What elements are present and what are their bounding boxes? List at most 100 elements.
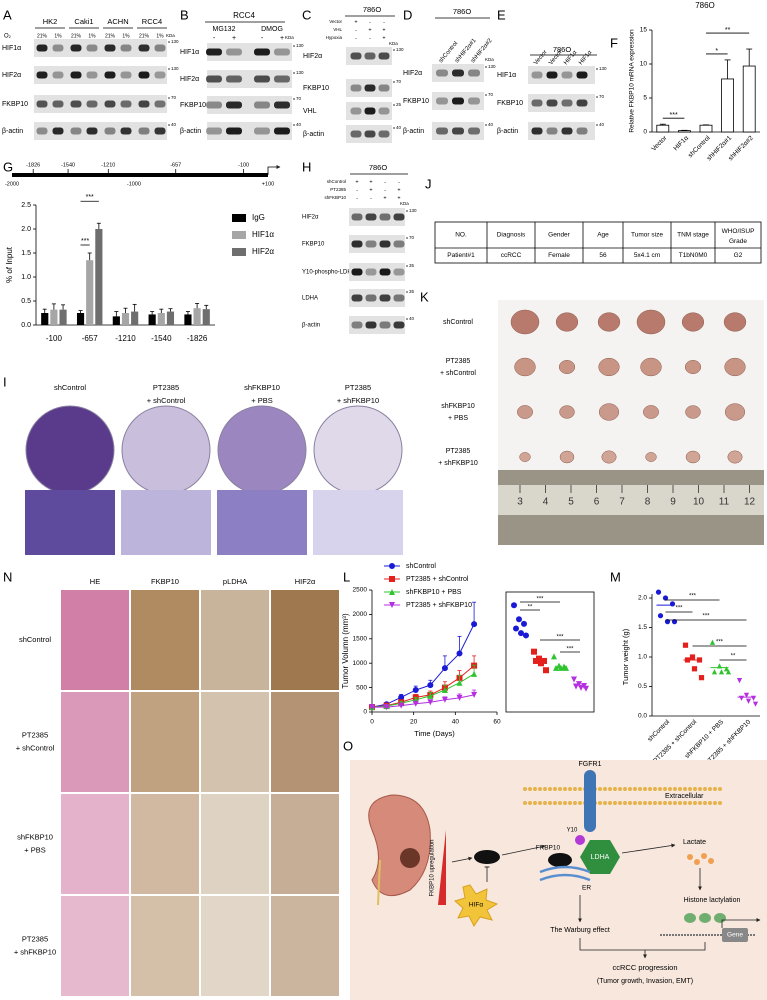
- ihc-image: [131, 692, 199, 792]
- band: [365, 213, 377, 221]
- lipid: [618, 787, 622, 791]
- title: 786O: [553, 45, 572, 54]
- blot-bg: [207, 70, 292, 88]
- tumor: [519, 452, 531, 462]
- y-tick-label: 2500: [353, 587, 368, 594]
- legend-label: PT2385 + shControl: [406, 576, 469, 583]
- sign: -: [384, 187, 386, 193]
- ruler-number: 11: [719, 497, 730, 508]
- gene-label: Gene: [727, 932, 743, 939]
- lactate-molecule: [694, 859, 700, 865]
- kda-marker: 70: [488, 92, 494, 97]
- table-header: Tumor size: [631, 232, 663, 239]
- tss-arrow: [267, 165, 281, 175]
- band: [274, 127, 290, 135]
- table-cell: T1bN0M0: [679, 252, 708, 259]
- significance: ***: [566, 647, 574, 653]
- cell-line: Caki1: [74, 17, 93, 26]
- lipid: [573, 801, 577, 805]
- cell-line: HK2: [43, 17, 58, 26]
- point: [573, 683, 579, 690]
- panel-letter: G: [3, 159, 13, 174]
- bar: [95, 229, 103, 325]
- lipid: [538, 801, 542, 805]
- point: [531, 648, 537, 655]
- lipid: [568, 787, 572, 791]
- y-tick-label: 2000: [353, 611, 368, 618]
- band: [104, 44, 116, 52]
- point: [551, 653, 557, 660]
- row-label: + PBS: [24, 845, 45, 854]
- point: [369, 704, 375, 711]
- significance: ***: [556, 635, 564, 641]
- band: [436, 127, 448, 135]
- lipid: [598, 787, 602, 791]
- band: [561, 127, 573, 135]
- ihc-image: [61, 590, 129, 690]
- significance: ***: [536, 597, 544, 603]
- lipid: [633, 801, 637, 805]
- point: [553, 664, 559, 671]
- panel-letter: E: [497, 7, 506, 22]
- sign: +: [369, 187, 372, 193]
- tumor: [514, 357, 536, 377]
- legend-label: HIF2α: [252, 247, 274, 256]
- site-label: -657: [170, 162, 181, 168]
- y-axis-label: Tumor weight (g): [621, 628, 630, 685]
- group-label: shFKBP10: [244, 383, 280, 392]
- row-label: FKBP10: [2, 101, 28, 108]
- band: [120, 127, 132, 135]
- lipid: [523, 801, 527, 805]
- column-header: HE: [90, 577, 100, 586]
- band: [378, 107, 390, 115]
- band: [274, 101, 290, 109]
- tumor: [724, 357, 746, 377]
- condition: PT2385: [330, 187, 346, 192]
- y-tick-label: 10: [640, 61, 648, 68]
- tumor: [685, 405, 701, 419]
- band: [561, 71, 573, 79]
- point: [398, 694, 405, 701]
- y-axis-label: Tumor Volumn (mm³): [341, 613, 350, 689]
- x-tick-label: 0: [370, 719, 374, 726]
- table-header: WHO/ISUP Grade: [722, 228, 755, 245]
- point: [669, 601, 676, 607]
- band: [206, 75, 222, 83]
- point: [521, 620, 527, 627]
- lipid: [713, 787, 717, 791]
- lipid: [683, 801, 687, 805]
- point: [523, 632, 529, 639]
- lipid: [598, 801, 602, 805]
- y-tick-label: 1.0: [21, 274, 31, 281]
- band: [351, 213, 363, 221]
- condition: 1%: [88, 33, 96, 39]
- group-label: PT2385: [153, 383, 179, 392]
- table-header: TNM stage: [677, 232, 709, 239]
- legend-marker: [389, 563, 395, 569]
- row-label: β-actin: [302, 323, 320, 329]
- band: [206, 127, 222, 135]
- band: [452, 127, 464, 135]
- lipid: [578, 787, 582, 791]
- row-label: + shControl: [16, 743, 55, 752]
- lipid: [548, 787, 552, 791]
- kda-marker: 40: [171, 122, 177, 127]
- band: [86, 44, 98, 52]
- legend-marker: [389, 602, 395, 608]
- colony-dish: [313, 405, 403, 495]
- group-label: + shControl: [147, 396, 186, 405]
- ruler-tape: [498, 485, 764, 515]
- sign: +: [397, 195, 400, 201]
- point: [441, 696, 448, 703]
- condition: shControl: [327, 179, 346, 184]
- legend-label: PT2385 + shFKBP10: [406, 602, 472, 609]
- tumor: [640, 357, 662, 377]
- lipid: [618, 801, 622, 805]
- kda-marker: 130: [409, 208, 417, 213]
- panel-letter: K: [420, 289, 429, 304]
- kda-marker: 40: [296, 122, 302, 127]
- y10-site: [575, 835, 585, 845]
- lipid: [708, 787, 712, 791]
- lipid: [718, 801, 722, 805]
- ruler-number: 12: [744, 497, 756, 508]
